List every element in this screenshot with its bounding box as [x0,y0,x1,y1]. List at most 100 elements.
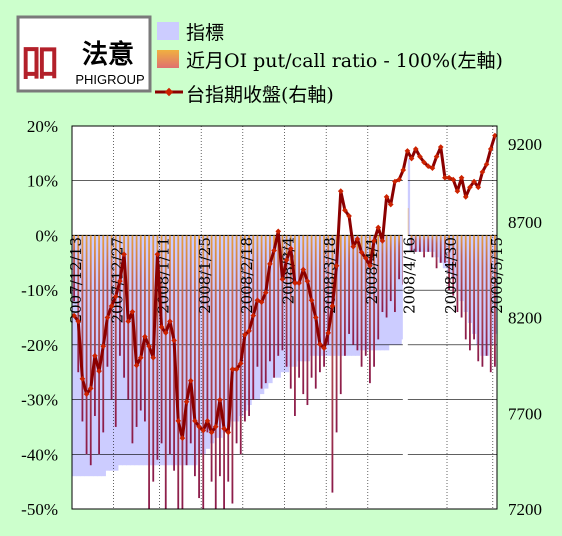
ratio-bar [85,235,88,455]
ratio-bar [381,235,384,313]
index-point [300,266,307,273]
ratio-bar [335,235,338,433]
index-point [96,368,102,374]
index-point [325,329,332,336]
ratio-bar [327,235,330,345]
ratio-bar [260,235,263,389]
ratio-bar [106,235,109,367]
index-point [471,178,477,185]
period-separator [402,126,408,509]
ratio-bar [294,235,296,416]
ratio-bar [319,235,321,373]
ratio-bar [298,235,300,378]
ratio-bar [377,235,380,340]
y-left-tick-label: 10% [27,172,58,191]
ratio-bar [223,235,225,509]
index-point [108,303,115,309]
index-point [387,201,394,208]
index-point [258,299,265,306]
ratio-bar [456,235,459,313]
gridlines [71,125,497,510]
ratio-bar [273,235,275,378]
index-point [250,312,257,319]
index-point [271,247,277,254]
index-point [112,293,119,300]
index-point [358,249,365,256]
index-point [454,188,461,194]
index-point [187,377,194,384]
index-point [296,280,302,286]
index-point [367,262,373,269]
index-point [396,176,402,183]
index-point [129,308,136,315]
legend: 指標 近月OI put/call ratio - 100%(左軸) 台指期收盤(… [155,22,503,106]
ratio-bar [285,235,288,367]
index-point [425,163,432,170]
index-point [354,236,361,242]
index-point [442,174,448,181]
ratio-bar [214,235,217,509]
ratio-bar [364,235,367,356]
ratio-bar [360,235,363,367]
index-point [71,312,77,319]
ratio-bar [148,235,150,509]
index-point [212,423,219,430]
index-point [104,314,111,321]
index-point [167,318,173,325]
index-point [79,375,86,382]
ratio-bar [198,235,200,499]
ratio-bar [206,235,209,433]
y-left-tick-label: 0% [35,226,58,245]
index-point [342,207,348,214]
ratio-bar [194,235,196,477]
ratio-bar [210,235,213,482]
index-point [275,228,282,235]
ratio-bar [348,235,350,334]
index-point [75,318,82,325]
ratio-bar [110,235,113,400]
x-tick-label: 2008/4/1 [363,237,381,304]
legend-swatch-ratio [157,50,179,68]
ratio-bar [235,235,238,444]
index-point [467,184,473,191]
index-point [329,303,336,309]
ratio-bar [189,235,192,444]
index-point [125,318,132,325]
y-left-tick-label: -10% [21,281,58,300]
ratio-bar [419,235,421,252]
index-point [92,352,98,359]
ratio-bar [181,235,184,509]
ratio-bar [281,235,284,351]
ratio-bar [102,235,105,433]
ratio-bar [352,235,355,345]
ratio-bar [427,235,430,252]
x-tick-label: 2008/3/4 [280,237,298,304]
y-left-tick-label: -20% [21,336,58,355]
index-point [133,362,140,369]
index-point [362,255,369,261]
index-point [429,165,436,171]
index-point [383,194,390,200]
index-point [154,251,161,258]
ratio-bar [135,235,138,427]
ratio-bar [398,235,400,280]
index-point [179,435,186,441]
x-tick-label: 2008/4/30 [442,237,460,314]
ratio-bar [139,235,142,411]
index-point [267,261,273,267]
index-point [437,144,444,150]
index-point [446,174,452,181]
index-point [225,429,232,436]
index-point [200,427,207,434]
logo-brand-en: PHIGROUP [75,72,144,87]
logo: 吅 法意 PHIGROUP [16,15,152,93]
ratio-bar [306,235,309,406]
index-point [379,238,386,244]
legend-label-ratio: 近月OI put/call ratio - 100%(左軸) [186,50,503,72]
x-tick-label: 2008/1/25 [196,237,214,314]
ratio-bar [444,235,446,263]
ratio-bar [464,235,467,340]
ratio-bar [410,235,413,252]
index-point [162,329,169,336]
index-point [237,360,244,367]
